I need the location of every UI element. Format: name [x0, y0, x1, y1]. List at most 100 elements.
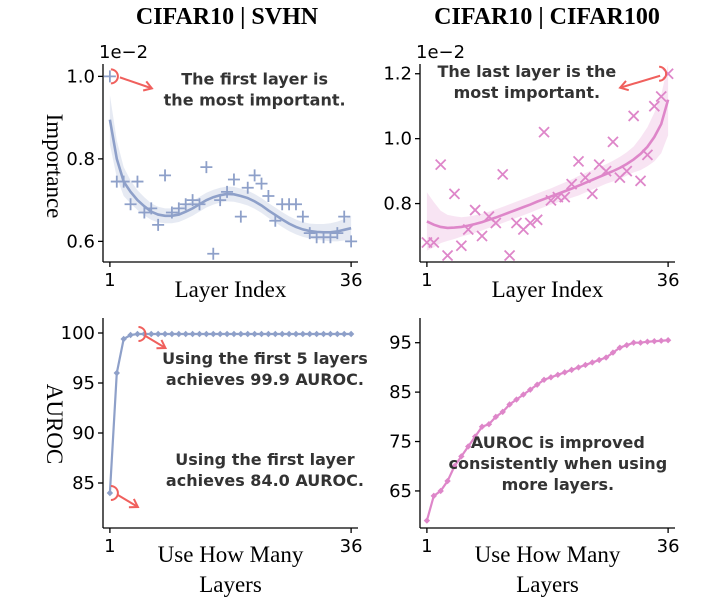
- confidence-band: [426, 64, 669, 251]
- data-point: [103, 70, 116, 83]
- y-tick-label: 0.8: [383, 194, 412, 215]
- data-point: [172, 202, 185, 215]
- data-point: [520, 391, 527, 398]
- annotation-line: Using the first layer: [175, 450, 354, 469]
- data-point: [531, 214, 543, 226]
- annotation-text: Using the first layer achieves 84.0 AUROC…: [166, 450, 364, 490]
- data-point: [609, 349, 617, 356]
- confidence-band: [109, 94, 352, 242]
- data-point: [637, 339, 644, 346]
- data-point: [159, 169, 172, 182]
- data-point: [595, 356, 603, 364]
- annotation-bracket: [138, 326, 147, 342]
- data-point: [324, 231, 337, 244]
- data-point: [131, 175, 144, 188]
- data-point: [621, 165, 633, 177]
- data-point: [338, 210, 351, 223]
- data-point: [258, 330, 265, 338]
- left-column-title: CIFAR10 | SVHN: [136, 4, 319, 30]
- data-point: [506, 401, 513, 408]
- data-point: [458, 453, 465, 460]
- data-point: [320, 330, 327, 338]
- data-point: [299, 330, 307, 338]
- data-point: [533, 381, 541, 388]
- data-point: [248, 169, 261, 182]
- data-point: [223, 330, 231, 338]
- data-point: [196, 330, 203, 338]
- data-point: [241, 181, 254, 194]
- annotation-arrowhead: [618, 80, 630, 92]
- annotation-text: The first layer is the most important.: [164, 70, 346, 110]
- annotation-line: The last layer is the: [437, 62, 616, 81]
- data-point: [423, 517, 431, 524]
- y-tick-label: 0.8: [66, 149, 95, 170]
- x-tick-label: 36: [657, 270, 680, 291]
- data-point: [524, 217, 536, 229]
- data-point: [237, 330, 245, 338]
- data-point: [471, 433, 479, 440]
- x-axis-label: Use How Many Layers: [158, 542, 304, 597]
- data-point: [559, 191, 571, 203]
- data-point: [492, 413, 500, 421]
- data-point: [655, 90, 667, 103]
- data-point: [138, 206, 151, 219]
- data-point: [347, 330, 355, 338]
- data-point: [244, 330, 251, 338]
- x-axis-label: Layer Index: [492, 277, 604, 302]
- data-point: [630, 339, 637, 346]
- data-point: [435, 158, 447, 171]
- annotation-bracket: [110, 68, 119, 85]
- data-point: [441, 249, 454, 262]
- x-tick-label: 1: [421, 270, 432, 291]
- right-column-title: CIFAR10 | CIFAR100: [434, 4, 660, 30]
- annotation-bracket: [658, 65, 668, 82]
- annotation-line: consistently when using: [449, 454, 668, 473]
- data-point: [513, 396, 520, 403]
- data-point: [278, 330, 286, 338]
- data-point: [251, 330, 258, 338]
- data-point: [134, 330, 141, 338]
- data-point: [547, 374, 555, 381]
- data-point: [234, 210, 247, 223]
- data-point: [200, 161, 213, 174]
- data-point: [462, 223, 474, 236]
- data-point: [607, 136, 619, 148]
- top-row-ylabel: Importance: [42, 114, 67, 219]
- data-point: [345, 235, 358, 248]
- data-point: [182, 330, 189, 338]
- data-point: [616, 344, 624, 351]
- data-point: [634, 175, 647, 187]
- data-point: [600, 165, 612, 177]
- data-point: [145, 202, 158, 215]
- data-point: [186, 194, 199, 207]
- data-point: [430, 492, 437, 500]
- data-point: [538, 126, 550, 138]
- data-point: [568, 366, 575, 374]
- annotation-line: more layers.: [502, 475, 615, 494]
- data-point: [296, 210, 309, 223]
- annotation-arrowhead: [128, 498, 140, 509]
- x-axis-label: Layer Index: [175, 277, 287, 302]
- data-point: [227, 173, 240, 186]
- annotation-text: The last layer is the most important.: [437, 62, 616, 102]
- annotation-line: most important.: [454, 83, 600, 102]
- data-point: [469, 204, 481, 216]
- data-point: [262, 190, 275, 202]
- data-point: [658, 337, 665, 344]
- data-point: [214, 194, 227, 207]
- panel-cifar100-auroc: 65 75 85 95 1 36 Use How Many Layers AUROC is im…: [389, 318, 680, 597]
- data-point: [230, 330, 238, 338]
- data-point: [497, 168, 509, 180]
- data-point: [476, 230, 488, 242]
- data-point: [165, 206, 178, 219]
- y-tick-label: 85: [72, 473, 95, 494]
- y-tick-label: 95: [389, 333, 412, 354]
- annotation-arrow: [117, 494, 139, 508]
- data-point: [648, 100, 660, 112]
- data-point: [586, 188, 598, 200]
- data-point: [161, 330, 169, 338]
- x-tick-label: 1: [104, 270, 115, 291]
- data-point: [272, 330, 279, 338]
- data-point: [127, 331, 134, 339]
